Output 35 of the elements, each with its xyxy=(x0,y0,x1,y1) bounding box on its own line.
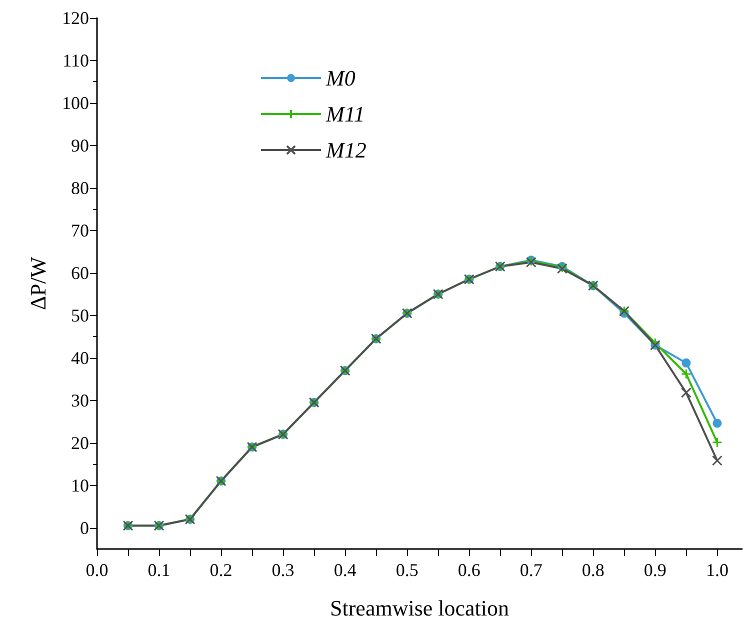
legend-label: M0 xyxy=(325,66,356,90)
x-tick-label: 0.4 xyxy=(334,560,356,580)
y-tick-label: 20 xyxy=(71,432,89,453)
y-tick-label: 70 xyxy=(71,220,89,240)
x-tick-label: 0.2 xyxy=(210,560,232,580)
point xyxy=(712,455,722,466)
y-tick-label: 40 xyxy=(71,348,89,368)
y-tick-label: 120 xyxy=(62,8,89,28)
y-tick-label: 60 xyxy=(71,262,89,283)
y-tick-label: 10 xyxy=(71,475,89,496)
legend-label: M12 xyxy=(325,138,366,162)
point xyxy=(682,358,691,368)
y-tick-label: 110 xyxy=(62,50,89,70)
x-axis-title: Streamwise location xyxy=(330,596,510,620)
x-tick-label: 0.0 xyxy=(86,560,108,580)
x-tick-label: 0.5 xyxy=(396,560,418,580)
y-tick-label: 100 xyxy=(62,92,89,113)
point xyxy=(680,387,692,398)
y-tick-label: 90 xyxy=(71,135,89,156)
x-tick-label: 0.7 xyxy=(520,560,542,580)
y-tick-label: 30 xyxy=(71,390,89,410)
point xyxy=(712,418,722,428)
y-tick-label: 0 xyxy=(80,518,89,538)
x-tick-label: 0.8 xyxy=(582,560,604,580)
point xyxy=(712,437,722,448)
x-tick-label: 1.0 xyxy=(706,560,728,580)
x-tick-label: 0.9 xyxy=(644,560,666,580)
y-tick-label: 50 xyxy=(71,305,89,326)
x-tick-label: 0.3 xyxy=(272,560,294,580)
y-tick-label: 80 xyxy=(71,178,89,198)
y-axis-title: ΔP/W xyxy=(26,256,50,310)
x-tick-label: 0.6 xyxy=(458,560,480,580)
point xyxy=(680,368,692,380)
legend-label: M11 xyxy=(325,102,365,126)
x-tick-label: 0.1 xyxy=(148,560,170,580)
